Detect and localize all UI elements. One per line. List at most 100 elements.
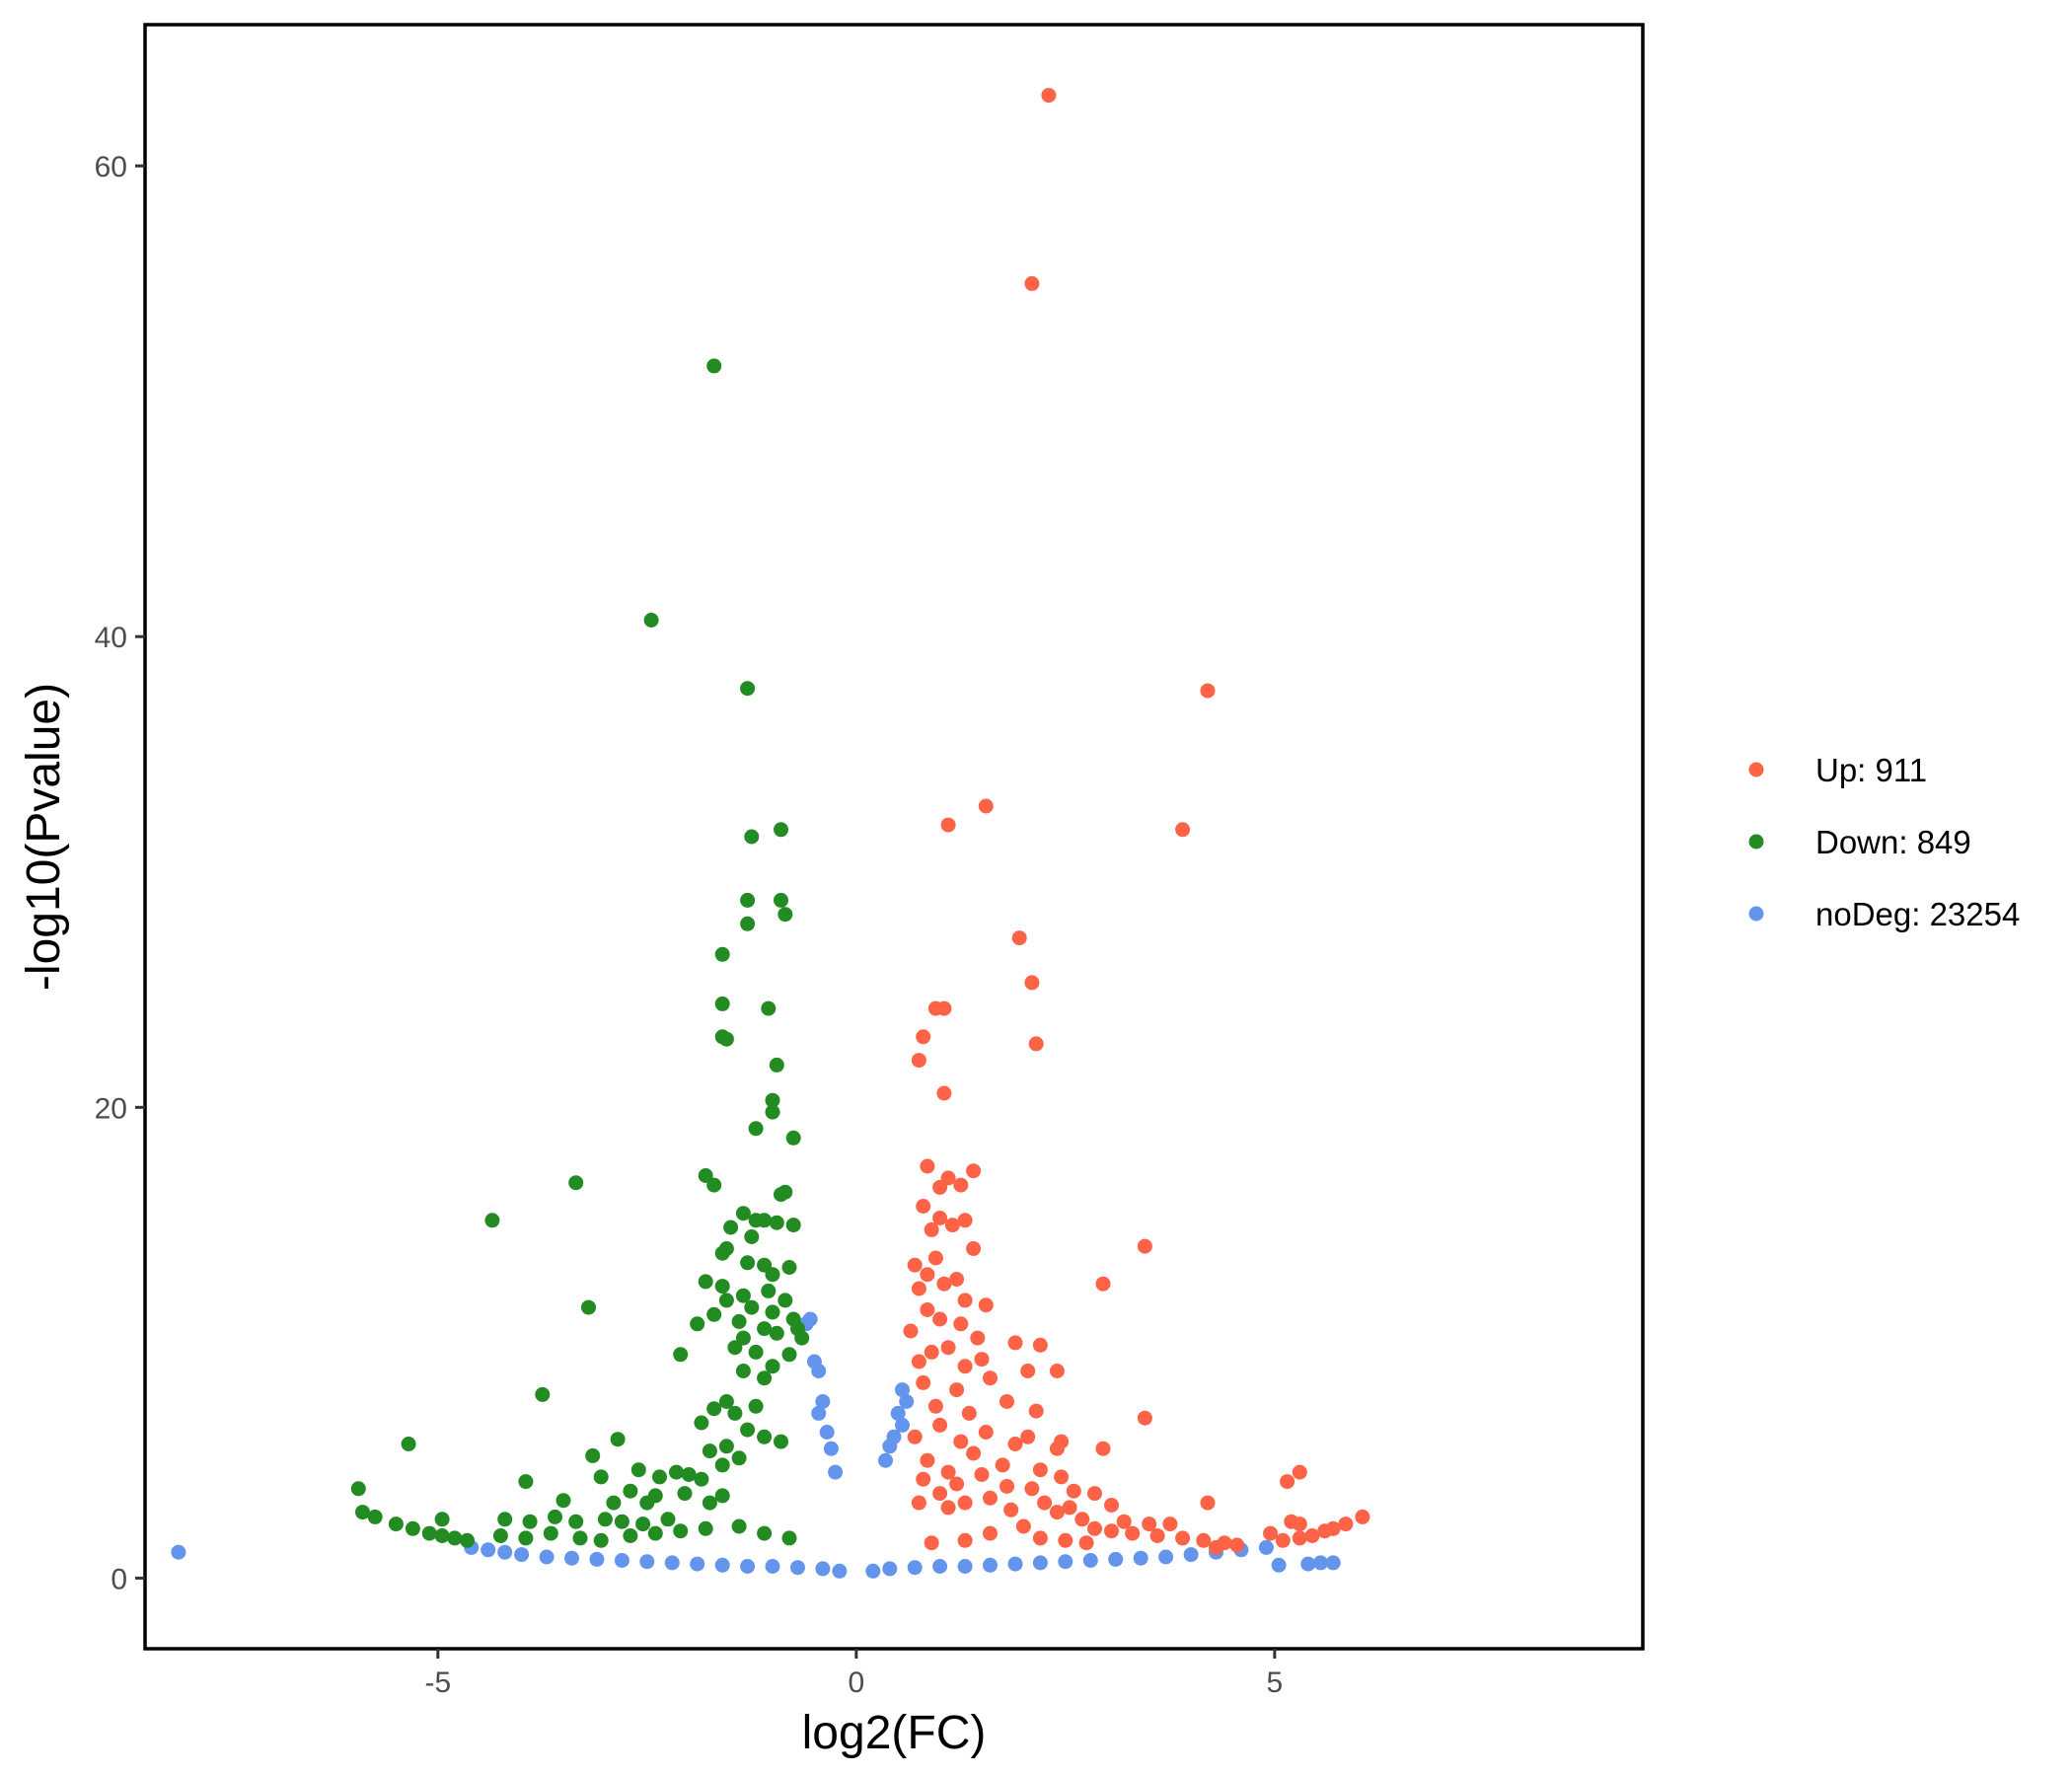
data-point — [748, 1344, 764, 1360]
series-0 — [903, 88, 1370, 1555]
data-point — [518, 1530, 534, 1546]
data-point — [698, 1168, 713, 1183]
data-point — [777, 907, 793, 923]
data-point — [718, 1439, 734, 1454]
data-point — [572, 1530, 588, 1546]
data-point — [1054, 1469, 1070, 1485]
data-point — [581, 1299, 596, 1315]
data-point — [1007, 1335, 1023, 1351]
data-point — [940, 1500, 956, 1516]
data-point — [932, 1486, 948, 1502]
data-point — [777, 1293, 793, 1308]
data-point — [999, 1478, 1014, 1494]
data-point — [748, 1121, 764, 1137]
data-point — [1200, 1495, 1216, 1511]
data-point — [606, 1495, 622, 1511]
legend-item: Up: 911 — [1748, 752, 1927, 788]
data-point — [927, 1250, 943, 1266]
data-point — [895, 1382, 910, 1398]
data-point — [522, 1514, 538, 1529]
data-point — [669, 1464, 684, 1480]
data-point — [1313, 1555, 1328, 1571]
data-point — [673, 1347, 689, 1363]
data-point — [966, 1445, 982, 1461]
data-point — [957, 1213, 973, 1228]
data-point — [774, 892, 788, 908]
data-point — [744, 1299, 760, 1315]
data-point — [740, 1255, 756, 1271]
data-point — [735, 1330, 751, 1346]
data-point — [1032, 1337, 1048, 1353]
data-point — [694, 1415, 709, 1431]
data-point — [492, 1528, 508, 1543]
data-point — [1024, 1481, 1040, 1497]
data-point — [769, 1325, 784, 1341]
data-point — [911, 1354, 926, 1369]
data-point — [1062, 1500, 1077, 1516]
data-point — [652, 1469, 667, 1485]
legend-key — [1748, 906, 1764, 922]
data-point — [690, 1556, 705, 1572]
data-point — [936, 1000, 952, 1016]
data-point — [543, 1525, 558, 1541]
data-point — [698, 1520, 713, 1536]
data-point — [1032, 1530, 1048, 1546]
data-point — [1355, 1509, 1370, 1524]
plot-frame — [143, 23, 1645, 1651]
data-point — [765, 1304, 780, 1320]
data-point — [623, 1483, 638, 1499]
data-point — [564, 1550, 579, 1566]
data-point — [635, 1517, 651, 1532]
data-point — [761, 1283, 777, 1298]
data-point — [774, 822, 788, 838]
data-point — [1024, 975, 1040, 991]
data-point — [995, 1457, 1010, 1473]
data-point — [757, 1213, 773, 1228]
data-point — [978, 1425, 994, 1440]
data-point — [664, 1555, 680, 1571]
data-point — [940, 1340, 956, 1356]
data-point — [1049, 1441, 1065, 1456]
data-point — [932, 1417, 948, 1433]
data-point — [916, 1471, 931, 1487]
data-point — [597, 1512, 613, 1527]
data-point — [401, 1437, 416, 1451]
data-point — [769, 1057, 784, 1073]
data-point — [815, 1561, 831, 1577]
data-point — [878, 1452, 893, 1468]
data-point — [614, 1553, 629, 1568]
data-point — [593, 1469, 609, 1485]
data-point — [920, 1158, 935, 1174]
data-point — [924, 1221, 939, 1237]
data-point — [694, 1471, 709, 1487]
data-point — [774, 1187, 788, 1203]
data-point — [920, 1452, 935, 1468]
data-point — [1158, 1549, 1174, 1565]
data-point — [1292, 1464, 1307, 1480]
data-point — [702, 1443, 717, 1459]
data-point — [932, 1211, 948, 1225]
data-point — [1280, 1474, 1295, 1490]
data-point — [367, 1509, 383, 1524]
data-point — [811, 1364, 827, 1378]
legend-item: Down: 849 — [1748, 824, 1971, 860]
data-point — [568, 1514, 584, 1529]
data-point — [434, 1528, 450, 1543]
data-point — [539, 1549, 555, 1565]
data-point — [497, 1544, 513, 1560]
data-point — [518, 1474, 534, 1490]
data-point — [714, 1557, 730, 1573]
data-point — [1275, 1532, 1291, 1548]
data-point — [481, 1542, 496, 1558]
data-point — [1049, 1364, 1065, 1378]
x-axis: -5 0 5 — [424, 1649, 1283, 1699]
data-point — [949, 1272, 965, 1287]
data-point — [702, 1495, 717, 1511]
legend-key — [1748, 834, 1764, 850]
data-point — [1087, 1520, 1102, 1536]
data-point — [1200, 683, 1216, 699]
data-point — [774, 1434, 788, 1449]
data-point — [718, 1031, 734, 1047]
data-point — [978, 798, 994, 814]
data-point — [757, 1429, 773, 1444]
